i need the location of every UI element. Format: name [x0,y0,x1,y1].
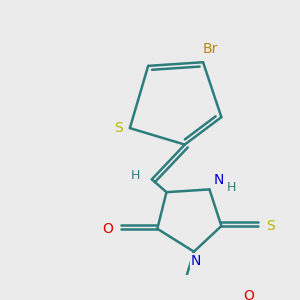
Text: H: H [131,169,140,182]
Text: S: S [115,121,123,135]
Text: H: H [227,181,236,194]
Text: Br: Br [203,42,218,56]
Text: O: O [103,222,113,236]
Text: S: S [266,219,275,233]
Text: N: N [213,173,224,187]
Text: N: N [190,254,201,268]
Text: O: O [243,290,254,300]
